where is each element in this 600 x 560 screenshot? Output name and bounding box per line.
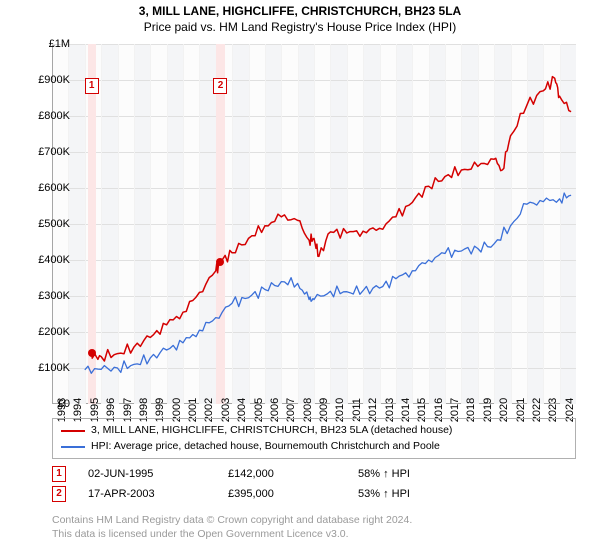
y-axis-label: £1M [49,38,70,50]
sale-date: 02-JUN-1995 [88,468,228,480]
sales-table: 1 02-JUN-1995 £142,000 58% ↑ HPI 2 17-AP… [52,464,576,504]
plot-area: 12 [52,44,576,404]
sale-marker-icon: 1 [52,466,66,482]
sale-price: £142,000 [228,468,358,480]
y-axis-label: £900K [38,74,70,86]
y-axis-label: £400K [38,254,70,266]
table-row: 1 02-JUN-1995 £142,000 58% ↑ HPI [52,464,576,484]
sale-dot-icon [88,349,96,357]
sale-date: 17-APR-2003 [88,488,228,500]
footer-line: This data is licensed under the Open Gov… [52,528,576,542]
y-axis-label: £600K [38,182,70,194]
sale-dot-icon [216,258,224,266]
y-axis-label: £500K [38,218,70,230]
footer: Contains HM Land Registry data © Crown c… [52,514,576,541]
sale-marker-icon: 1 [85,78,99,94]
legend-label: 3, MILL LANE, HIGHCLIFFE, CHRISTCHURCH, … [91,423,452,439]
sale-hpi: 58% ↑ HPI [358,468,458,480]
y-axis-label: £200K [38,326,70,338]
legend-label: HPI: Average price, detached house, Bour… [91,439,440,455]
chart-container: 3, MILL LANE, HIGHCLIFFE, CHRISTCHURCH, … [0,0,600,560]
chart-subtitle: Price paid vs. HM Land Registry's House … [0,20,600,34]
sale-marker-icon: 2 [213,78,227,94]
sale-marker-icon: 2 [52,486,66,502]
chart-title: 3, MILL LANE, HIGHCLIFFE, CHRISTCHURCH, … [0,4,600,18]
y-axis-label: £100K [38,362,70,374]
y-axis-label: £300K [38,290,70,302]
y-axis-label: £800K [38,110,70,122]
legend-swatch [61,430,85,432]
legend-item: 3, MILL LANE, HIGHCLIFFE, CHRISTCHURCH, … [61,423,567,439]
header: 3, MILL LANE, HIGHCLIFFE, CHRISTCHURCH, … [0,0,600,34]
legend: 3, MILL LANE, HIGHCLIFFE, CHRISTCHURCH, … [52,418,576,459]
sale-price: £395,000 [228,488,358,500]
chart-lines [52,44,576,404]
footer-line: Contains HM Land Registry data © Crown c… [52,514,576,528]
table-row: 2 17-APR-2003 £395,000 53% ↑ HPI [52,484,576,504]
y-axis-label: £700K [38,146,70,158]
legend-item: HPI: Average price, detached house, Bour… [61,439,567,455]
sale-hpi: 53% ↑ HPI [358,488,458,500]
legend-swatch [61,446,85,448]
